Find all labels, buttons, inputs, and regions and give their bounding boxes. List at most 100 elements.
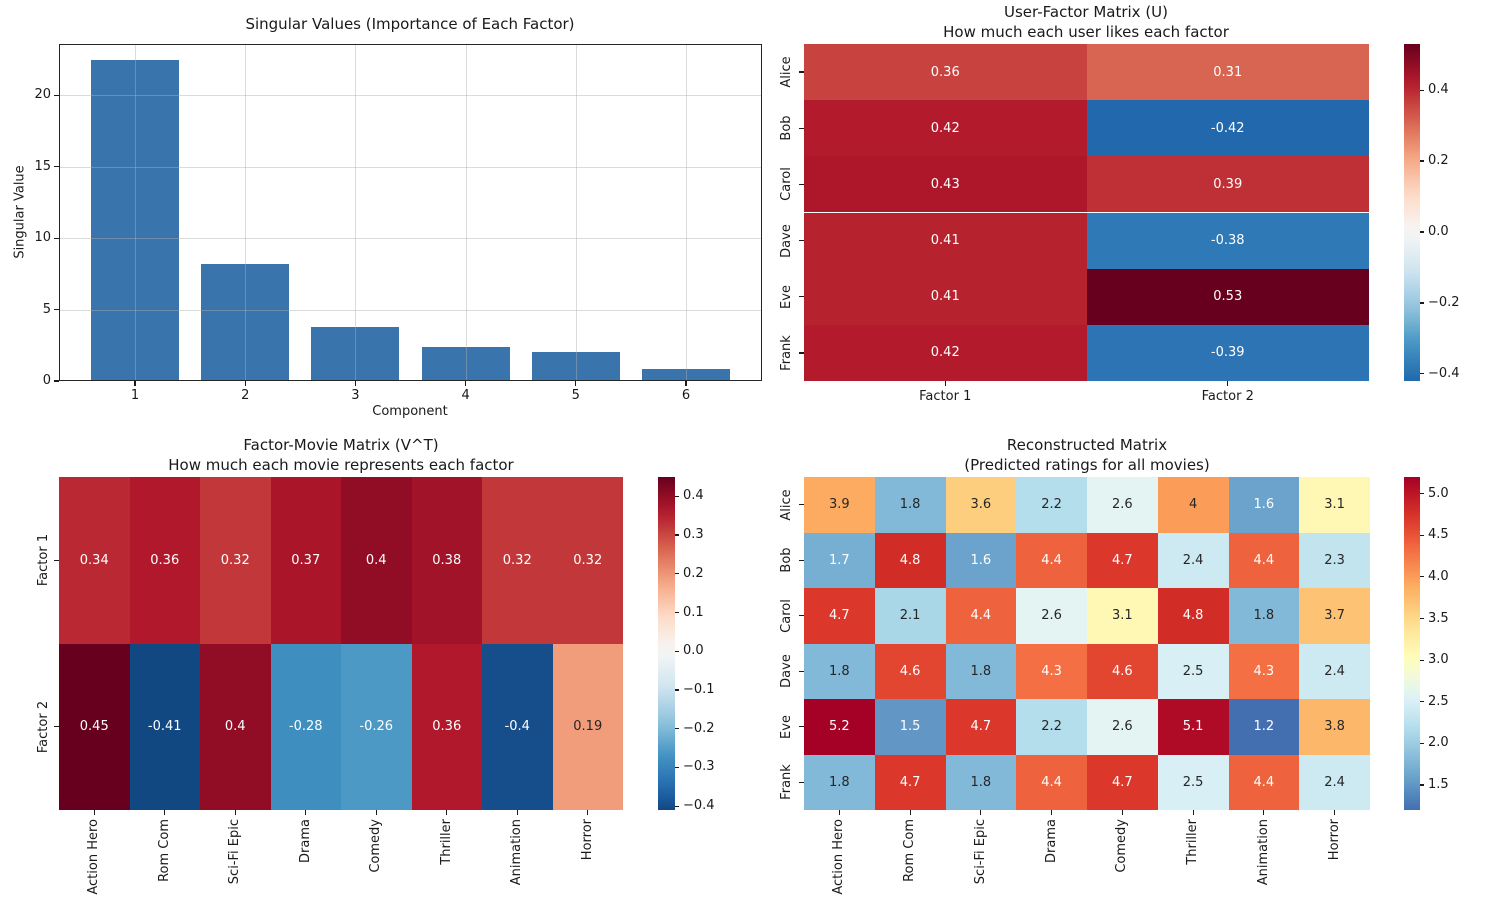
y-tick-mark (54, 309, 59, 311)
heatmap-cell: 0.32 (200, 477, 271, 644)
cell-annotation: 4.4 (1253, 552, 1275, 568)
heatmap-cell: 4.8 (874, 532, 946, 588)
col-tick-mark (516, 810, 518, 815)
colorbar-tick-label: 3.5 (1428, 610, 1449, 626)
cell-annotation: 4.7 (829, 608, 850, 624)
cell-annotation: 4.8 (899, 552, 921, 568)
heatmap-cell: 2.1 (874, 588, 946, 644)
cell-annotation: 3.7 (1324, 608, 1345, 624)
cell-annotation: 3.9 (829, 497, 850, 513)
heatmap-cell: 1.8 (804, 754, 875, 810)
heatmap-cell: 4.7 (1087, 532, 1158, 588)
heatmap-cell: 0.37 (270, 477, 341, 644)
colorbar-tick-label: 0.0 (1428, 224, 1449, 239)
heatmap-cell: 4.3 (1228, 643, 1300, 699)
colorbar-tick-label: 4.0 (1428, 568, 1449, 584)
chart-subtitle: (Predicted ratings for all movies) (964, 456, 1210, 474)
col-label: Horror (579, 819, 595, 861)
col-label: Thriller (1185, 819, 1201, 865)
cell-annotation: 0.38 (432, 552, 462, 568)
col-tick-mark (305, 810, 307, 815)
y-tick-label: 15 (34, 158, 51, 174)
cell-annotation: 1.8 (970, 663, 992, 679)
cell-annotation: 4.7 (1112, 552, 1133, 568)
colorbar-tick-label: −0.2 (1428, 294, 1460, 310)
x-tick-label: 3 (351, 388, 360, 403)
heatmap-cell: 0.36 (804, 44, 1087, 101)
heatmap-cell: 4.8 (1157, 588, 1229, 644)
colorbar-tick-label: 5.0 (1428, 485, 1449, 501)
grid-line (59, 95, 762, 97)
heatmap-cell: 1.6 (1228, 477, 1300, 533)
heatmap-cell: 4.4 (945, 588, 1017, 644)
row-tick-mark (799, 352, 804, 354)
heatmap-cell: 0.41 (804, 212, 1087, 269)
cell-annotation: 2.4 (1324, 774, 1345, 790)
x-tick-label: 4 (461, 388, 470, 403)
row-tick-mark (799, 127, 804, 129)
colorbar-tick-label: 3.0 (1428, 652, 1449, 668)
cell-annotation: 0.31 (1213, 64, 1243, 80)
heatmap-cell: 4 (1157, 477, 1229, 533)
heatmap-cell: -0.41 (129, 643, 200, 810)
heatmap-cell: 4.4 (1016, 532, 1087, 588)
heatmap-cell: 0.43 (804, 156, 1087, 213)
heatmap-cell: 4.4 (1016, 754, 1087, 810)
y-tick-label: 5 (42, 301, 51, 317)
colorbar-tick-label: −0.1 (683, 681, 715, 697)
col-tick-mark (1121, 810, 1123, 815)
heatmap-cell: 0.42 (804, 100, 1087, 157)
cell-annotation: 0.36 (150, 552, 180, 568)
heatmap-cell: -0.28 (270, 643, 341, 810)
colorbar-tick-label: −0.4 (683, 798, 715, 814)
x-tick-label: 2 (241, 388, 250, 403)
heatmap-cell: 2.4 (1157, 532, 1229, 588)
cell-annotation: -0.39 (1210, 345, 1245, 361)
bar (201, 263, 290, 381)
x-tick-mark (354, 381, 356, 386)
cell-annotation: 1.6 (970, 552, 992, 568)
col-label: Drama (297, 819, 313, 863)
grid-line (59, 309, 762, 311)
colorbar-tick-mark (1420, 373, 1424, 375)
chart-subtitle: How much each user likes each factor (943, 23, 1229, 41)
y-tick-mark (54, 166, 59, 168)
heatmap-cell: -0.38 (1086, 212, 1369, 269)
heatmap-cell: 3.1 (1299, 477, 1370, 533)
cell-annotation: -0.28 (288, 719, 323, 735)
grid-line (465, 44, 467, 381)
cell-annotation: -0.41 (147, 719, 182, 735)
heatmap-cell: 2.4 (1299, 643, 1370, 699)
colorbar-tick-mark (675, 534, 679, 536)
row-tick-mark (799, 559, 804, 561)
colorbar-tick-mark (1420, 701, 1424, 703)
col-label: Animation (1255, 819, 1271, 886)
heatmap-cell: 2.2 (1016, 699, 1087, 755)
cell-annotation: 4.7 (1112, 774, 1133, 790)
heatmap-cell: 0.41 (804, 268, 1087, 325)
cell-annotation: 2.4 (1182, 552, 1204, 568)
cell-annotation: 0.39 (1213, 176, 1243, 192)
cell-annotation: 3.1 (1324, 497, 1345, 513)
bar (531, 351, 620, 381)
colorbar-tick-mark (1420, 534, 1424, 536)
heatmap-cell: 4.7 (945, 699, 1017, 755)
col-tick-mark (587, 810, 589, 815)
cell-annotation: 0.41 (930, 289, 960, 305)
colorbar-tick-mark (675, 650, 679, 652)
col-label: Action Hero (86, 819, 102, 895)
row-label: Frank (779, 335, 794, 371)
x-axis-label: Component (372, 404, 448, 419)
heatmap-cell: 4.7 (1087, 754, 1158, 810)
cell-annotation: 4.4 (1041, 552, 1062, 568)
col-label: Comedy (1114, 819, 1130, 873)
col-tick-mark (164, 810, 166, 815)
col-tick-mark (446, 810, 448, 815)
bar (421, 347, 510, 381)
heatmap-cell: 1.8 (945, 754, 1017, 810)
colorbar-tick-mark (1420, 784, 1424, 786)
heatmap-cell: 0.34 (59, 477, 130, 644)
colorbar-tick-label: 1.5 (1428, 777, 1449, 793)
heatmap-cell: 2.5 (1157, 643, 1229, 699)
col-tick-mark (838, 810, 840, 815)
